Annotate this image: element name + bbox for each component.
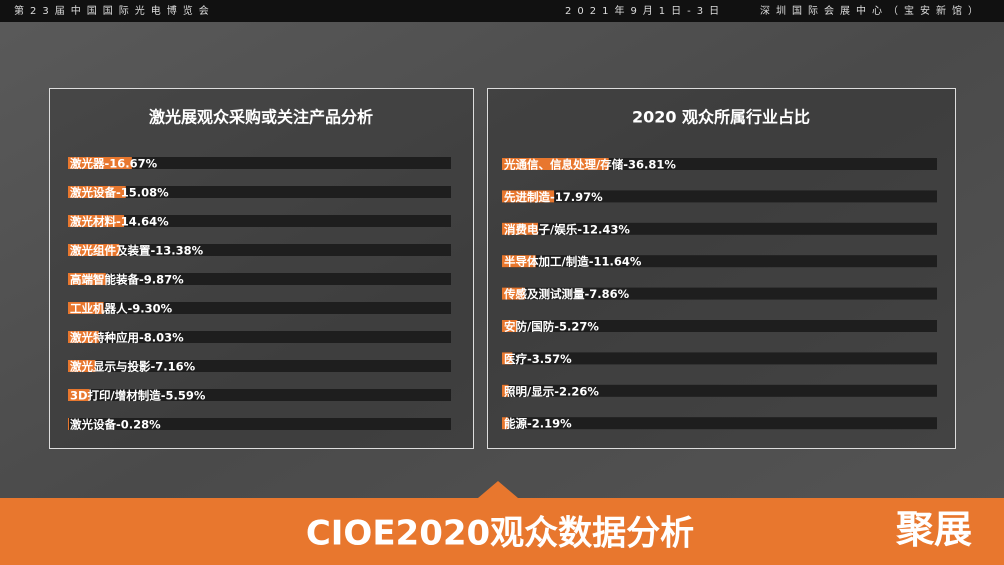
bar [502,222,539,235]
bar-track [502,287,937,300]
bar [502,417,509,430]
bar-label: 激光显示与投影-7.16% [70,360,196,374]
bar-track [502,190,937,203]
bar-label: 消费电子/娱乐-12.43% [504,222,630,236]
bar-track [68,186,451,198]
bar-label: 安防/国防-5.27% [504,320,599,334]
bar [502,352,513,365]
bar-track [502,320,937,332]
bar-label: 激光设备-0.28% [70,418,161,432]
bar [68,389,90,401]
bar-track [68,215,451,227]
bar-track [68,244,451,256]
bar-label: 高端智能装备-9.87% [70,273,184,287]
bar [68,244,120,256]
bar-label: 激光特种应用-8.03% [70,331,184,345]
bar [68,418,70,430]
bar-label: 先进制造-17.97% [504,190,603,204]
bar-label: 激光设备-15.08% [70,186,169,200]
bar-track [502,384,937,397]
footer-title: CIOE2020观众数据分析 [306,514,694,554]
bar [68,186,126,198]
bar-label: 能源-2.19% [504,417,572,431]
bar-track [68,389,451,401]
bar [502,384,509,397]
bar-track [502,158,937,170]
bar [68,157,132,169]
bar-track [68,418,451,430]
bar [502,158,609,170]
bar-track [68,331,451,343]
bar [502,190,555,203]
logo: 聚展 [895,508,972,552]
bar-track [68,302,451,314]
bar [68,215,125,227]
bar-label: 工业机器人-9.30% [70,302,173,316]
bar-label: 传感及测试测量-7.86% [503,287,630,301]
bar-label: 医疗-3.57% [504,352,572,366]
chart-title: 2020 观众所属行业占比 [632,108,810,127]
bar-label: 3D打印/增材制造-5.59% [70,389,206,403]
bar-track [68,157,451,169]
bar-track [502,352,937,365]
bar-track [502,417,937,430]
date: 2021年9月1日-3日 [565,4,725,17]
panel [49,88,474,449]
bar-track [502,255,937,268]
bar-label: 照明/显示-2.26% [504,384,599,398]
footer-band [0,481,1004,565]
event: 第23届中国国际光电博览会 [14,4,215,17]
top-bar [0,0,1004,22]
bar [68,302,104,314]
bar-label: 光通信、信息处理/存储-36.81% [503,158,676,172]
bar-label: 半导体加工/制造-11.64% [504,255,642,269]
bar [502,255,536,268]
chart-title: 激光展观众采购或关注产品分析 [149,108,373,127]
bar [502,287,525,300]
bar-label: 激光组件及装置-13.38% [70,244,204,258]
bar-track [68,360,451,372]
bar-label: 激光材料-14.64% [70,215,169,229]
bar [502,320,518,332]
venue: 深圳国际会展中心（宝安新馆） [760,4,984,17]
bar [68,273,106,285]
bar [68,360,96,372]
bar-track [68,273,451,285]
bar [68,331,99,343]
bar-label: 激光器-16.67% [70,157,158,171]
bar-track [502,222,937,235]
